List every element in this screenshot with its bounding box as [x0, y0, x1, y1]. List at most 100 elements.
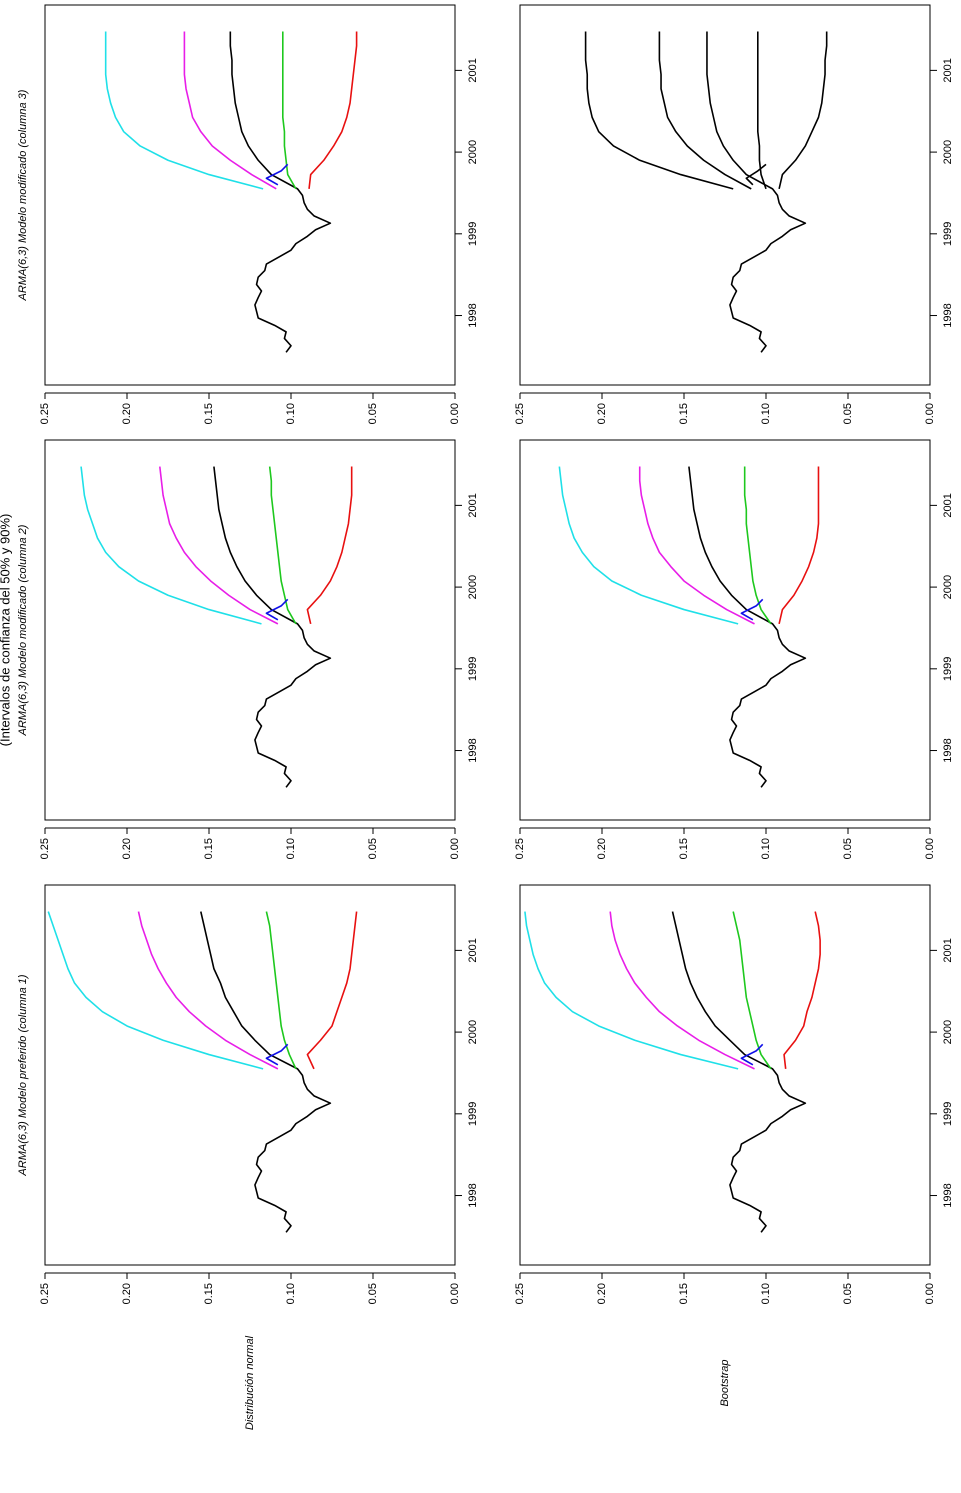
y-tick-label: 0.05 [842, 403, 854, 424]
x-tick-label: 2000 [942, 575, 954, 599]
x-tick-label: 1999 [467, 222, 479, 246]
plot-frame [44, 439, 456, 821]
plot-frame [519, 884, 931, 1266]
row-label: Distribución normal [244, 1335, 256, 1430]
y-tick-label: 0.00 [449, 403, 461, 424]
series-line [265, 163, 289, 186]
y-tick-label: 0.05 [842, 838, 854, 859]
y-tick-label: 0.20 [121, 1283, 133, 1304]
y-tick-label: 0.00 [924, 838, 936, 859]
y-tick-label: 0.15 [203, 1283, 215, 1304]
x-tick-label: 2000 [942, 1020, 954, 1044]
x-tick-label: 2001 [942, 58, 954, 82]
series-line [306, 911, 358, 1070]
y-tick-label: 0.15 [678, 403, 690, 424]
series-line [265, 1043, 289, 1066]
x-tick-label: 2001 [467, 58, 479, 82]
y-tick-label: 0.10 [285, 1283, 297, 1304]
plot-frame [44, 4, 456, 386]
series-line [706, 31, 807, 353]
x-tick-label: 1998 [942, 738, 954, 762]
y-tick-label: 0.05 [367, 1283, 379, 1304]
y-tick-label: 0.25 [39, 838, 51, 859]
series-line [757, 31, 767, 190]
series-line [159, 466, 279, 625]
plot-frame [44, 884, 456, 1266]
x-tick-label: 2000 [942, 140, 954, 164]
x-tick-label: 1998 [467, 738, 479, 762]
series-line [200, 911, 332, 1233]
series-line [265, 598, 289, 621]
series-line [137, 911, 279, 1070]
y-tick-label: 0.20 [596, 838, 608, 859]
y-tick-label: 0.05 [842, 1283, 854, 1304]
y-tick-label: 0.10 [285, 838, 297, 859]
series-line [268, 466, 297, 625]
series-line [609, 911, 755, 1070]
y-tick-label: 0.10 [760, 1283, 772, 1304]
panel-title: ARMA(6,3) Modelo preferido (columna 1) [17, 974, 29, 1176]
x-tick-label: 2000 [467, 140, 479, 164]
y-tick-label: 0.15 [678, 838, 690, 859]
series-line [671, 911, 807, 1233]
series-line [213, 466, 332, 788]
y-tick-label: 0.00 [924, 403, 936, 424]
series-line [745, 163, 767, 186]
y-tick-label: 0.15 [203, 403, 215, 424]
y-tick-label: 0.00 [449, 838, 461, 859]
x-tick-label: 1999 [942, 222, 954, 246]
x-tick-label: 1999 [467, 657, 479, 681]
x-tick-label: 2000 [467, 1020, 479, 1044]
y-tick-label: 0.10 [760, 838, 772, 859]
series-line [80, 466, 262, 625]
x-tick-label: 2001 [942, 493, 954, 517]
x-tick-label: 2001 [467, 938, 479, 962]
series-line [229, 31, 332, 353]
y-tick-label: 0.25 [514, 1283, 526, 1304]
y-tick-label: 0.05 [367, 838, 379, 859]
main-title: (Intervalos de confianza del 50% y 90%) [0, 514, 12, 747]
series-line [584, 31, 734, 190]
y-tick-label: 0.25 [514, 403, 526, 424]
x-tick-label: 1998 [467, 303, 479, 327]
series-line [265, 911, 297, 1070]
series-line [104, 31, 264, 190]
y-tick-label: 0.25 [39, 403, 51, 424]
y-tick-label: 0.10 [760, 403, 772, 424]
x-tick-label: 1999 [467, 1102, 479, 1126]
rotated-page: (Intervalos de confianza del 50% y 90%) … [0, 4, 954, 1430]
y-tick-label: 0.20 [596, 1283, 608, 1304]
series-line [740, 1043, 764, 1066]
x-tick-label: 1998 [467, 1183, 479, 1207]
plot-frame [519, 4, 931, 386]
series-line [658, 31, 752, 190]
y-tick-label: 0.05 [367, 403, 379, 424]
panel-title: ARMA(6,3) Modelo modificado (columna 3) [17, 89, 29, 301]
series-line [740, 598, 764, 621]
x-tick-label: 2001 [942, 938, 954, 962]
panel-title: ARMA(6,3) Modelo modificado (columna 2) [17, 524, 29, 736]
row-label: Bootstrap [719, 1359, 731, 1406]
x-tick-label: 2001 [467, 493, 479, 517]
y-tick-label: 0.25 [514, 838, 526, 859]
series-line [688, 466, 807, 788]
y-tick-label: 0.15 [678, 1283, 690, 1304]
x-tick-label: 1999 [942, 1102, 954, 1126]
x-tick-label: 1998 [942, 1183, 954, 1207]
y-tick-label: 0.00 [449, 1283, 461, 1304]
y-tick-label: 0.15 [203, 838, 215, 859]
series-line [183, 31, 277, 190]
series-line [638, 466, 755, 625]
y-tick-label: 0.20 [596, 403, 608, 424]
y-tick-label: 0.20 [121, 403, 133, 424]
x-tick-label: 1998 [942, 303, 954, 327]
x-tick-label: 2000 [467, 575, 479, 599]
series-line [743, 466, 772, 625]
series-line [308, 31, 358, 189]
x-tick-label: 1999 [942, 657, 954, 681]
series-line [732, 911, 772, 1070]
plot-frame [519, 439, 931, 821]
series-line [306, 466, 353, 625]
series-line [47, 911, 264, 1070]
